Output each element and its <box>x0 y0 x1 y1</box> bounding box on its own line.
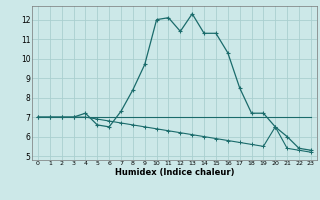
X-axis label: Humidex (Indice chaleur): Humidex (Indice chaleur) <box>115 168 234 177</box>
